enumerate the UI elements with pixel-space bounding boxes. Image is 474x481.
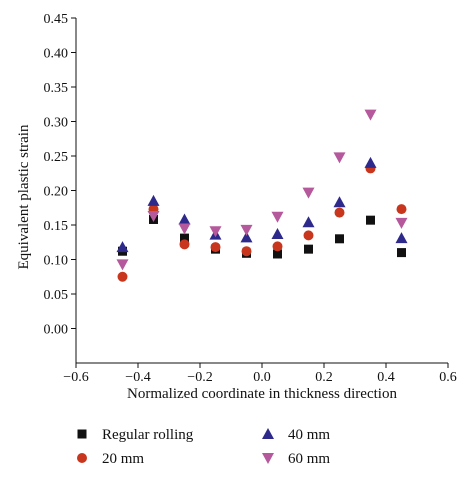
y-tick-label: 0.45 (44, 12, 69, 27)
data-point (271, 211, 284, 223)
data-point (304, 244, 313, 254)
data-point (364, 156, 377, 168)
y-tick-label: 0.10 (44, 254, 69, 269)
data-point (117, 271, 128, 282)
legend-label: 20 mm (102, 451, 144, 467)
data-point (240, 224, 253, 236)
chart-axes (75, 18, 448, 364)
x-tick-label: −0.6 (63, 370, 88, 385)
y-tick-label: 0.20 (44, 185, 69, 200)
data-point (395, 232, 408, 244)
data-point (303, 230, 314, 241)
data-point (397, 248, 406, 258)
legend-marker (262, 453, 274, 464)
data-point (335, 234, 344, 244)
series-60-mm (116, 109, 408, 271)
data-point (210, 242, 221, 253)
series-regular-rolling (118, 214, 406, 259)
x-tick-label: 0.4 (377, 370, 395, 385)
data-point (178, 223, 191, 235)
y-tick-label: 0.00 (44, 323, 69, 338)
data-point (396, 204, 407, 215)
legend-marker (77, 429, 87, 439)
x-axis-title: Normalized coordinate in thickness direc… (127, 386, 397, 402)
legend-item: Regular rolling (77, 427, 194, 443)
data-point (271, 227, 284, 239)
data-point (302, 216, 315, 228)
y-tick-label: 0.15 (44, 219, 69, 234)
data-point (147, 194, 160, 206)
legend-item: 40 mm (262, 427, 330, 443)
x-tick-label: −0.4 (125, 370, 150, 385)
data-point (395, 217, 408, 229)
y-tick-label: 0.40 (44, 47, 69, 62)
data-point (147, 211, 160, 223)
data-point (209, 226, 222, 238)
chart-ticks: 0.00 0.05 0.10 0.15 0.20 0.25 0.30 0.35 0.40 0.45… (44, 12, 457, 385)
data-point (116, 241, 129, 253)
legend-item: 20 mm (77, 451, 144, 467)
data-point (302, 187, 315, 199)
legend-label: 60 mm (288, 451, 330, 467)
data-point (333, 196, 346, 208)
legend-marker (77, 453, 87, 463)
y-tick-label: 0.05 (44, 288, 69, 303)
data-point (273, 249, 282, 259)
data-point (272, 241, 283, 252)
series-20-mm (117, 163, 407, 282)
y-tick-label: 0.30 (44, 116, 69, 131)
data-point (334, 207, 345, 218)
y-axis-title: Equivalent plastic strain (16, 124, 32, 269)
x-tick-label: 0.0 (253, 370, 271, 385)
y-tick-label: 0.35 (44, 81, 69, 96)
chart-marks (116, 109, 408, 282)
data-point (333, 152, 346, 164)
legend-label: Regular rolling (102, 427, 194, 443)
data-point (180, 233, 189, 243)
data-point (240, 231, 253, 243)
y-tick-label: 0.25 (44, 150, 69, 165)
data-point (178, 213, 191, 225)
data-point (241, 246, 252, 257)
legend-marker (262, 428, 274, 439)
data-point (179, 239, 190, 250)
data-point (116, 259, 129, 271)
data-point (366, 215, 375, 225)
data-point (364, 109, 377, 121)
chart-legend: Regular rolling 40 mm 20 mm 60 mm (77, 427, 330, 467)
x-tick-label: 0.6 (439, 370, 457, 385)
legend-item: 60 mm (262, 451, 330, 467)
series-40-mm (116, 156, 408, 253)
legend-label: 40 mm (288, 427, 330, 443)
x-tick-label: 0.2 (315, 370, 333, 385)
x-tick-label: −0.2 (187, 370, 212, 385)
